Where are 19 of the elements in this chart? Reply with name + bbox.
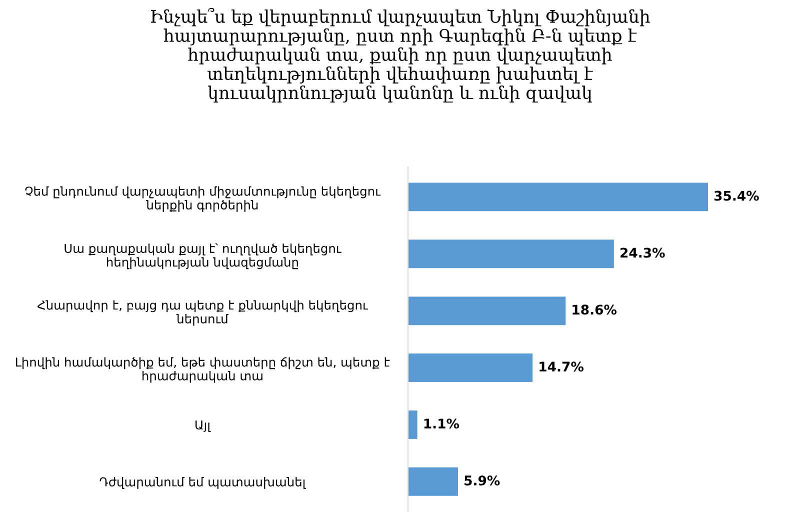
y-tick-label: Չեմ ընդունում վարչապետի միջամտությունը եկեղեցու ներքին գործերին	[25, 186, 381, 212]
y-tick-label: Հնարավոր է, բայց դա պետք է քննարկվի եկեղեցու ներսում	[38, 300, 368, 326]
bar	[408, 296, 566, 326]
y-tick-label: Լիովին համակարծիք եմ, եթե փաստերը ճիշտ են, պետք է հրաժարական տա	[16, 357, 390, 383]
bar	[408, 240, 614, 268]
chart-title: Ինչպե՞ս եք վերաբերում վարչապետ Նիկոլ Փաշինյանի հայտարարությանը, ըստ որի Գարեգին Բ-ն պետք է հրաժարական տա, քանի որ ըստ վարչապետի տեղեկությունների վեհափառը խախտել է կուսակրոնության կանոնը և ունի զավակ	[151, 8, 650, 102]
data-label: 5.9%	[464, 476, 500, 486]
bar	[408, 182, 708, 212]
y-tick-label: Այլ	[196, 420, 211, 432]
data-label: 14.7%	[540, 362, 584, 372]
data-label: 35.4%	[714, 190, 759, 201]
y-tick-label: Դժվարանում եմ պատասխանել	[100, 477, 306, 489]
bar	[408, 354, 533, 382]
data-label: 1.1%	[424, 418, 460, 429]
data-label: 18.6%	[572, 304, 617, 315]
bar	[408, 410, 418, 439]
bar	[408, 467, 458, 496]
y-tick-label: Սա քաղաքական քայլ է՝ ուղղված եկեղեցու հեղինակության նվազեցմանը	[64, 243, 342, 270]
data-label: 24.3%	[620, 248, 665, 258]
